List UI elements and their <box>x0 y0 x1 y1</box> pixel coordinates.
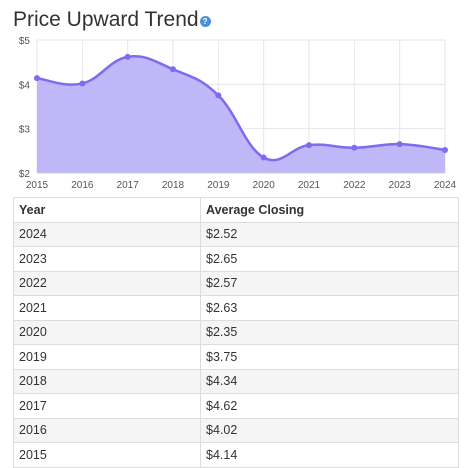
table-row: 2019 $3.75 <box>13 344 459 370</box>
table-row: 2018 $4.34 <box>13 368 459 394</box>
closing-cell: $2.52 <box>200 221 459 247</box>
data-point <box>34 75 40 82</box>
closing-cell: $2.63 <box>200 295 459 321</box>
y-tick-label: $2 <box>19 169 31 180</box>
data-point <box>306 142 312 149</box>
x-tick-label: 2020 <box>253 180 276 191</box>
x-tick-label: 2015 <box>26 180 49 191</box>
year-cell: 2022 <box>13 270 201 296</box>
table-row: 2020 $2.35 <box>13 319 459 345</box>
year-cell: 2016 <box>13 417 201 443</box>
table-row: 2024 $2.52 <box>13 221 459 247</box>
x-tick-label: 2024 <box>434 180 457 191</box>
data-point <box>79 80 86 87</box>
question-circle-icon[interactable]: ? <box>199 16 211 27</box>
average-closing-table: Year Average Closing 2024 $2.52 2023 $2.… <box>13 197 459 468</box>
data-point <box>260 154 267 161</box>
closing-cell: $4.62 <box>200 393 459 419</box>
year-cell: 2018 <box>13 368 201 394</box>
y-tick-label: $4 <box>19 80 31 91</box>
year-cell: 2019 <box>13 344 201 370</box>
x-tick-label: 2018 <box>162 180 185 191</box>
table-row: 2015 $4.14 <box>13 442 459 468</box>
closing-cell: $2.35 <box>200 319 459 345</box>
year-cell: 2015 <box>13 442 201 468</box>
year-cell: 2023 <box>13 246 201 272</box>
page-title: Price Upward Trend ? <box>13 6 211 34</box>
closing-cell: $2.65 <box>200 246 459 272</box>
closing-cell: $4.34 <box>200 368 459 394</box>
table-row: 2016 $4.02 <box>13 417 459 443</box>
closing-cell: $4.02 <box>200 417 459 443</box>
table-row: 2017 $4.62 <box>13 393 459 419</box>
year-cell: 2024 <box>13 221 201 247</box>
year-cell: 2020 <box>13 319 201 345</box>
data-point <box>215 92 222 99</box>
series-line <box>36 55 446 162</box>
series-area-fill <box>37 56 445 174</box>
year-cell: 2021 <box>13 295 201 321</box>
year-cell: 2017 <box>13 393 201 419</box>
closing-cell: $3.75 <box>200 344 459 370</box>
data-point <box>124 53 131 60</box>
y-tick-label: $5 <box>19 36 31 47</box>
x-tick-label: 2017 <box>117 180 140 191</box>
column-header-average-closing: Average Closing <box>200 197 459 223</box>
x-tick-label: 2021 <box>298 180 321 191</box>
x-tick-label: 2019 <box>207 180 230 191</box>
x-tick-label: 2016 <box>71 180 94 191</box>
table-row: 2021 $2.63 <box>13 295 459 321</box>
price-trend-chart: $2 $3 $4 $5 2015 2016 2017 2018 2019 2020 2021 2022… <box>19 36 457 191</box>
column-header-year: Year <box>13 197 201 223</box>
table-header-row: Year Average Closing <box>13 197 459 223</box>
x-tick-label: 2023 <box>389 180 412 191</box>
y-tick-label: $3 <box>19 125 31 136</box>
data-point <box>442 146 448 153</box>
closing-cell: $4.14 <box>200 442 459 468</box>
data-point <box>351 144 358 151</box>
table-row: 2023 $2.65 <box>13 246 459 272</box>
table-row: 2022 $2.57 <box>13 270 459 296</box>
title-text: Price Upward Trend <box>13 8 199 31</box>
closing-cell: $2.57 <box>200 270 459 296</box>
data-point <box>170 66 176 73</box>
data-point <box>396 141 403 148</box>
x-tick-label: 2022 <box>343 180 366 191</box>
